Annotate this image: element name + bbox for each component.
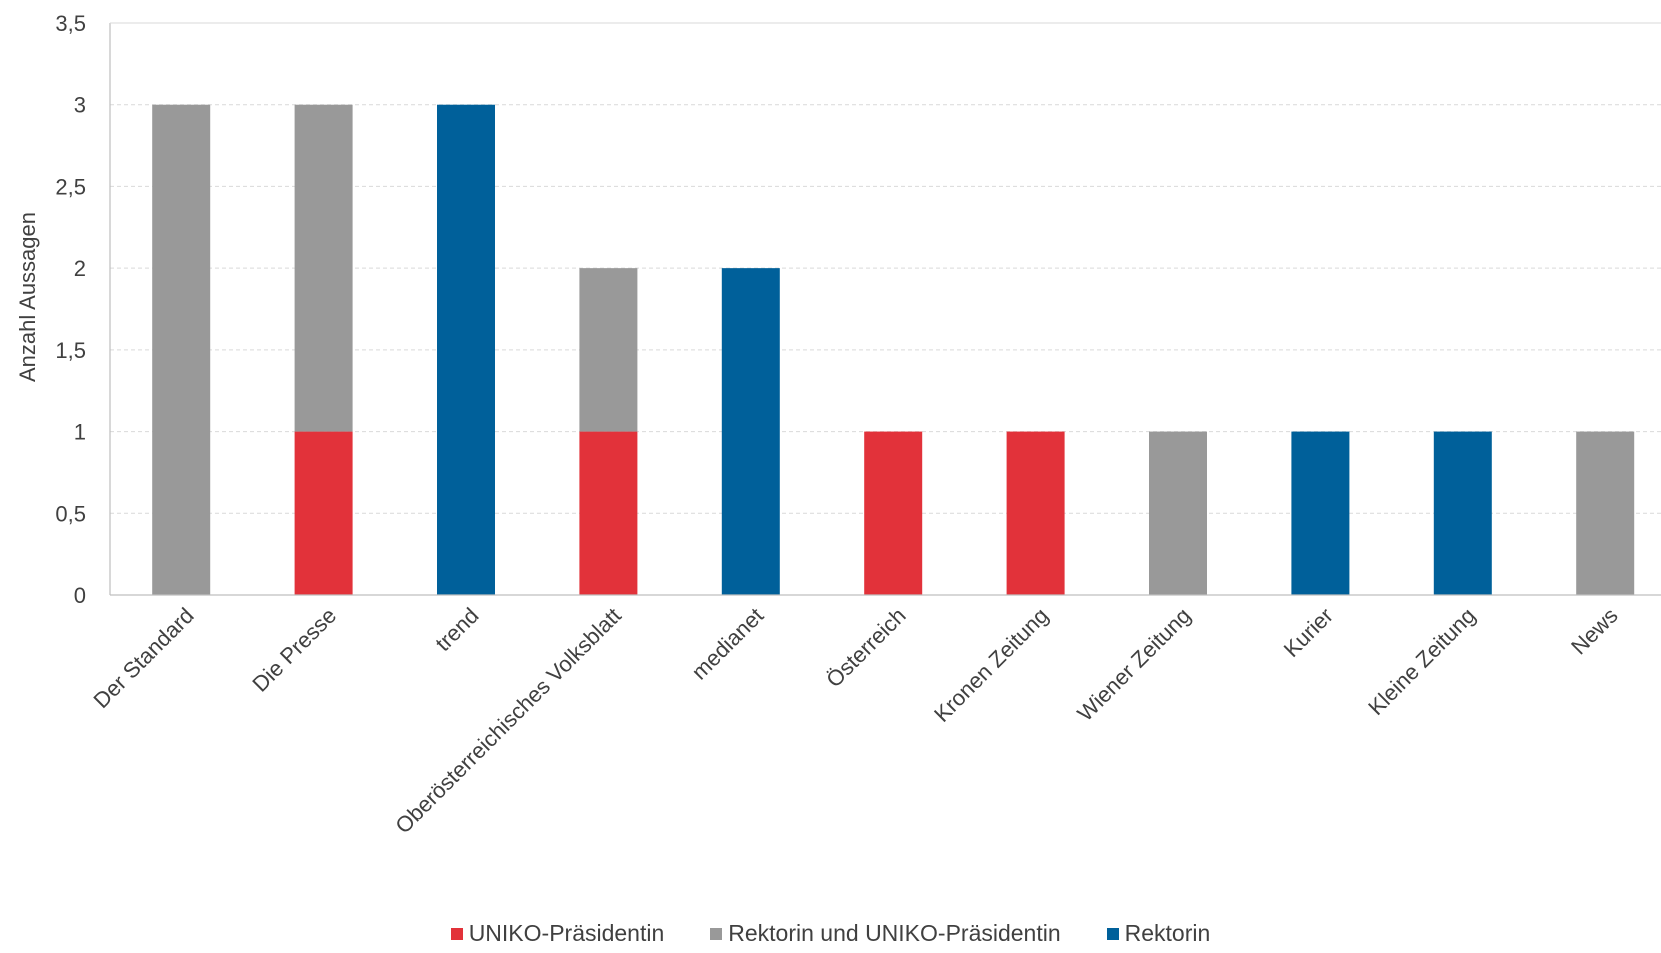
legend: UNIKO-Präsidentin Rektorin und UNIKO-Präs…	[0, 920, 1661, 947]
y-axis-title: Anzahl Aussagen	[15, 212, 40, 382]
x-tick-label: trend	[430, 603, 483, 656]
y-tick-label: 0,5	[55, 501, 86, 526]
x-tick-label: Der Standard	[89, 603, 199, 713]
x-tick-label: medianet	[687, 603, 769, 685]
bar	[1006, 431, 1065, 595]
x-tick-label: News	[1566, 603, 1623, 660]
bar	[294, 104, 353, 432]
y-tick-label: 1	[74, 420, 86, 445]
x-tick-labels: Der Standard Die Presse trendOberösterreic…	[89, 603, 1623, 839]
bar	[1149, 431, 1207, 595]
x-tick-label: Österreich	[821, 603, 910, 692]
bar	[152, 104, 211, 595]
legend-item: Rektorin	[1106, 920, 1211, 947]
legend-label: Rektorin	[1124, 920, 1211, 946]
bars	[152, 104, 1635, 595]
legend-item: Rektorin und UNIKO-Präsidentin	[710, 920, 1061, 947]
legend-swatch	[710, 927, 723, 940]
legend-item: UNIKO-Präsidentin	[450, 920, 665, 947]
bar	[437, 104, 495, 595]
legend-swatch	[1106, 927, 1119, 940]
legend-swatch	[450, 927, 463, 940]
axes	[109, 22, 1661, 596]
chart: 0 0,5 1 1,5 2 2,5 3 3,5 Der Standard Die Presse t…	[15, 11, 1661, 839]
y-tick-label: 2	[74, 256, 86, 281]
y-tick-labels: 0 0,5 1 1,5 2 2,5 3 3,5	[55, 11, 86, 608]
y-tick-label: 0	[74, 583, 86, 608]
bar	[1576, 431, 1635, 595]
x-tick-label: Die Presse	[247, 603, 341, 697]
x-tick-label: Kleine Zeitung	[1363, 603, 1480, 720]
bar	[721, 268, 780, 595]
y-tick-label: 1,5	[55, 338, 86, 363]
y-tick-label: 3	[74, 93, 86, 118]
legend-label: Rektorin und UNIKO-Präsidentin	[728, 920, 1061, 946]
bar	[864, 431, 923, 595]
bar	[294, 431, 353, 595]
x-tick-label: Wiener Zeitung	[1072, 603, 1195, 726]
y-tick-label: 3,5	[55, 11, 86, 36]
bar	[1291, 431, 1350, 595]
x-tick-label: Oberösterreichisches Volksblatt	[390, 603, 626, 839]
bar	[579, 431, 638, 595]
y-tick-label: 2,5	[55, 174, 86, 199]
x-tick-label: Kronen Zeitung	[929, 603, 1053, 727]
bar	[1433, 431, 1492, 595]
bar	[579, 268, 638, 432]
legend-label: UNIKO-Präsidentin	[468, 920, 665, 946]
x-tick-label: Kurier	[1279, 603, 1338, 662]
